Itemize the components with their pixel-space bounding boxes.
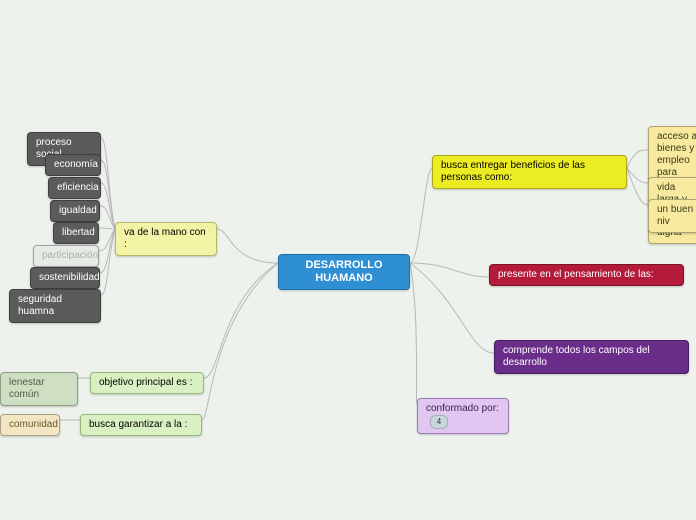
leaf-va_de_la_mano-4[interactable]: libertad: [53, 222, 99, 244]
leaf-garantizar-0-label: comunidad: [9, 419, 58, 430]
branch-pensamiento-label: presente en el pensamiento de las:: [498, 269, 654, 280]
leaf-va_de_la_mano-2[interactable]: eficiencia: [48, 177, 101, 199]
branch-campos[interactable]: comprende todos los campos del desarroll…: [494, 340, 689, 374]
leaf-beneficios-2[interactable]: un buen niv: [648, 199, 696, 233]
leaf-va_de_la_mano-1-label: economía: [54, 159, 98, 170]
branch-va_de_la_mano[interactable]: va de la mano con :: [115, 222, 217, 256]
branch-objetivo[interactable]: objetivo principal es :: [90, 372, 204, 394]
count-badge: 4: [430, 415, 448, 429]
leaf-va_de_la_mano-7[interactable]: seguridad huamna: [9, 289, 101, 323]
leaf-va_de_la_mano-4-label: libertad: [62, 227, 95, 238]
leaf-va_de_la_mano-5[interactable]: participación: [33, 245, 99, 267]
branch-conformado-label: conformado por:: [426, 403, 499, 414]
branch-beneficios[interactable]: busca entregar beneficios de las persona…: [432, 155, 627, 189]
leaf-garantizar-0[interactable]: comunidad: [0, 414, 60, 436]
branch-va_de_la_mano-label: va de la mano con :: [124, 227, 206, 250]
leaf-va_de_la_mano-7-label: seguridad huamna: [18, 294, 62, 317]
leaf-va_de_la_mano-1[interactable]: economía: [45, 154, 101, 176]
center-node[interactable]: DESARROLLO HUAMANO: [278, 254, 410, 290]
branch-objetivo-label: objetivo principal es :: [99, 377, 192, 388]
center-label: DESARROLLO HUAMANO: [306, 259, 383, 284]
leaf-va_de_la_mano-6-label: sostenibilidad: [39, 272, 100, 283]
leaf-va_de_la_mano-2-label: eficiencia: [57, 182, 99, 193]
leaf-va_de_la_mano-3[interactable]: igualdad: [50, 200, 100, 222]
branch-pensamiento[interactable]: presente en el pensamiento de las:: [489, 264, 684, 286]
leaf-va_de_la_mano-6[interactable]: sostenibilidad: [30, 267, 100, 289]
leaf-objetivo-0[interactable]: lenestar común: [0, 372, 78, 406]
branch-beneficios-label: busca entregar beneficios de las persona…: [441, 160, 585, 183]
branch-garantizar[interactable]: busca garantizar a la :: [80, 414, 202, 436]
branch-conformado[interactable]: conformado por:4: [417, 398, 509, 434]
leaf-objetivo-0-label: lenestar común: [9, 377, 45, 400]
leaf-beneficios-2-label: un buen niv: [657, 204, 693, 227]
leaf-va_de_la_mano-5-label: participación: [42, 250, 98, 261]
branch-garantizar-label: busca garantizar a la :: [89, 419, 187, 430]
leaf-va_de_la_mano-3-label: igualdad: [59, 205, 97, 216]
branch-campos-label: comprende todos los campos del desarroll…: [503, 345, 650, 368]
